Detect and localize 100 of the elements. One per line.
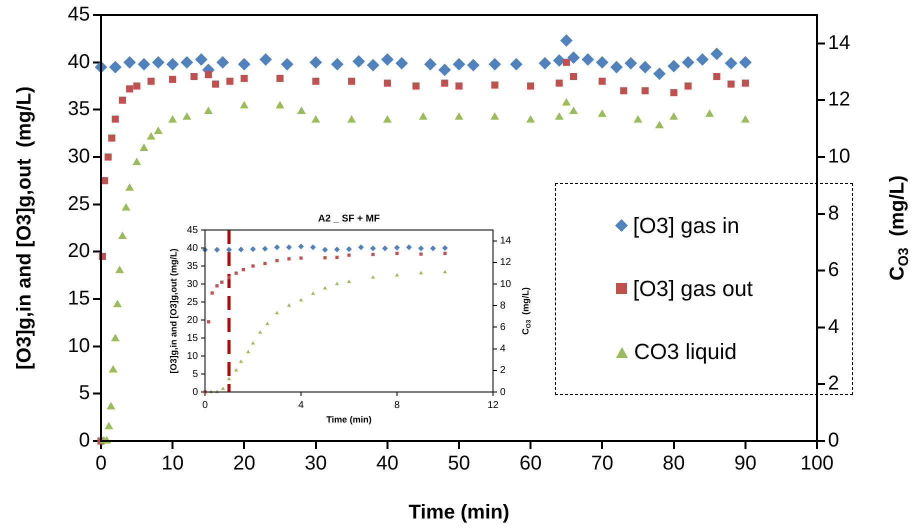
legend-label: [O3] gas in bbox=[633, 212, 740, 239]
point bbox=[441, 80, 448, 87]
point bbox=[382, 245, 388, 252]
point bbox=[323, 256, 327, 260]
point bbox=[669, 112, 678, 120]
y2-tick-label: 12 bbox=[500, 257, 512, 268]
point bbox=[194, 53, 208, 66]
point bbox=[624, 57, 638, 70]
y-tick-label: 30 bbox=[186, 278, 198, 290]
x-tick-label: 80 bbox=[662, 452, 685, 475]
point bbox=[620, 87, 628, 94]
point bbox=[454, 112, 464, 120]
point bbox=[562, 58, 570, 66]
point bbox=[653, 67, 666, 80]
point bbox=[113, 300, 122, 308]
y-tick-label: 20 bbox=[186, 314, 198, 326]
point bbox=[710, 48, 724, 60]
point bbox=[713, 73, 720, 80]
legend-label: CO3 liquid bbox=[634, 339, 737, 366]
point bbox=[133, 82, 140, 90]
point bbox=[538, 57, 552, 70]
point bbox=[180, 56, 194, 69]
point bbox=[238, 58, 250, 70]
point bbox=[110, 334, 120, 342]
point bbox=[112, 116, 119, 123]
point bbox=[240, 100, 249, 108]
point bbox=[234, 368, 238, 372]
point bbox=[118, 232, 127, 240]
point bbox=[206, 320, 210, 324]
point bbox=[371, 275, 375, 279]
point bbox=[154, 126, 163, 134]
point bbox=[596, 56, 608, 69]
point bbox=[347, 115, 356, 123]
point bbox=[226, 78, 234, 85]
y-tick-label: 20 bbox=[68, 240, 90, 262]
point bbox=[739, 56, 752, 69]
point bbox=[642, 87, 649, 94]
point bbox=[182, 112, 192, 120]
x-tick-label: 4 bbox=[298, 400, 304, 411]
y2-tick-label: 4 bbox=[828, 316, 840, 338]
y2-tick-label: 0 bbox=[828, 430, 840, 452]
point bbox=[104, 153, 112, 161]
point bbox=[335, 282, 339, 286]
point bbox=[238, 246, 244, 252]
point bbox=[251, 341, 255, 345]
point bbox=[286, 244, 292, 250]
x-tick-label: 40 bbox=[376, 452, 399, 475]
point bbox=[216, 56, 229, 69]
point bbox=[334, 246, 340, 252]
point bbox=[166, 58, 179, 70]
point bbox=[395, 57, 408, 70]
point bbox=[347, 280, 351, 283]
point bbox=[323, 286, 327, 290]
x-tick-label: 0 bbox=[202, 400, 208, 411]
point bbox=[552, 54, 566, 67]
point bbox=[258, 330, 262, 334]
point bbox=[684, 82, 692, 90]
y-tick-label: 30 bbox=[68, 146, 90, 168]
x-tick-label: 70 bbox=[591, 452, 614, 475]
point bbox=[226, 246, 232, 253]
point bbox=[560, 34, 573, 47]
point bbox=[311, 291, 315, 295]
point bbox=[488, 58, 502, 70]
y2-tick-label: 8 bbox=[500, 300, 506, 312]
point bbox=[215, 284, 219, 288]
chart-title: A2 _ SF + MF bbox=[318, 214, 380, 225]
point bbox=[570, 73, 578, 80]
y2-tick-label: 6 bbox=[828, 259, 840, 282]
point bbox=[212, 80, 220, 88]
point bbox=[126, 85, 134, 92]
y-tick-label: 15 bbox=[186, 332, 198, 344]
point bbox=[310, 244, 316, 250]
y-tick-label: 25 bbox=[186, 296, 198, 308]
point bbox=[125, 183, 134, 191]
point bbox=[276, 100, 284, 108]
point bbox=[312, 78, 320, 85]
point bbox=[526, 115, 535, 123]
point bbox=[569, 106, 578, 114]
x-axis-title: Time (min) bbox=[408, 502, 510, 524]
point bbox=[554, 112, 564, 120]
point bbox=[335, 256, 339, 259]
point bbox=[412, 82, 420, 90]
point bbox=[741, 115, 750, 123]
x-tick-label: 10 bbox=[161, 452, 184, 475]
x-tick-label: 90 bbox=[734, 452, 757, 475]
point bbox=[118, 96, 126, 104]
x-tick-label: 8 bbox=[394, 400, 400, 411]
point bbox=[132, 158, 142, 166]
y2-tick-label: 6 bbox=[500, 322, 506, 333]
point bbox=[240, 74, 248, 82]
point bbox=[115, 266, 124, 274]
y-tick-label: 0 bbox=[192, 386, 198, 398]
point bbox=[418, 245, 424, 252]
y-tick-label: 5 bbox=[192, 368, 198, 380]
point bbox=[424, 58, 437, 70]
point bbox=[490, 112, 500, 120]
point bbox=[442, 245, 448, 251]
y2-tick-label: 0 bbox=[500, 386, 506, 398]
point bbox=[122, 203, 130, 211]
point bbox=[214, 246, 220, 253]
